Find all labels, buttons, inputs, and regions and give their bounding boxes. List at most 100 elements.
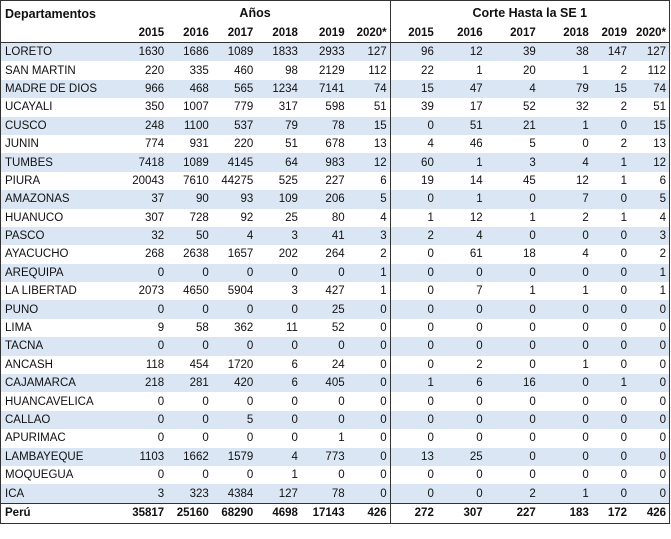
corte-cell: 2 xyxy=(620,138,628,151)
corte-cell: 19 xyxy=(421,174,434,187)
anios-cell: 25 xyxy=(285,211,298,224)
anios-cell: 218 xyxy=(144,377,165,390)
anios-cell: 2129 xyxy=(319,64,345,77)
corte-cell: 0 xyxy=(582,432,589,445)
anios-cell: 0 xyxy=(338,266,345,279)
total-cell: 272 xyxy=(390,502,437,524)
anios-cell: 317 xyxy=(278,101,298,114)
corte-cell: 147 xyxy=(607,46,628,59)
department-name: LIMA xyxy=(5,322,32,335)
corte-cell: 0 xyxy=(620,358,628,371)
corte-cell: 1 xyxy=(620,211,628,224)
anios-cell: 0 xyxy=(202,432,209,445)
anios-cell: 307 xyxy=(144,211,165,224)
table-row: AREQUIPA 0 0 0 0 0 1 0 0 0 0 0 1 xyxy=(0,263,670,283)
corte-cell: 0 xyxy=(659,377,666,390)
table-row: LAMBAYEQUE 1103 1662 1579 4 773 0 13 25 0 0 0 0 xyxy=(0,447,670,466)
anios-cell: 248 xyxy=(144,119,165,132)
corte-cell: 0 xyxy=(582,138,589,151)
anios-cell: 202 xyxy=(278,248,298,261)
anios-cell: 6 xyxy=(291,358,298,371)
anios-cell: 58 xyxy=(195,322,209,335)
anios-cell: 0 xyxy=(246,432,254,445)
corte-cell: 0 xyxy=(620,322,628,335)
anios-cell: 0 xyxy=(202,469,209,482)
department-name: CALLAO xyxy=(5,414,51,426)
anios-cell: 74 xyxy=(347,79,391,99)
total-row: Perú 35817 25160 68290 4698 17143 426 27… xyxy=(0,502,670,524)
department-name: AYACUCHO xyxy=(5,248,69,261)
table-row: CALLAO 0 0 5 0 0 0 0 0 0 0 0 0 xyxy=(0,410,670,430)
table-row: LIMA 9 58 362 11 52 0 0 0 0 0 0 0 xyxy=(1,318,670,338)
corte-cell: 0 xyxy=(427,395,434,408)
year-header: 2015 xyxy=(120,24,168,43)
corte-cell: 0 xyxy=(620,469,628,482)
anios-cell: 1100 xyxy=(184,119,209,132)
corte-cell: 0 xyxy=(620,487,628,500)
anios-cell: 0 xyxy=(157,395,165,408)
corte-cell: 0 xyxy=(620,119,628,132)
departamentos-header: Departamentos xyxy=(0,0,121,43)
corte-cell: 0 xyxy=(659,303,666,316)
anios-cell: 0 xyxy=(347,447,391,466)
department-name: JUNIN xyxy=(5,138,39,151)
corte-cell: 1 xyxy=(659,266,666,279)
anios-cell: 931 xyxy=(189,138,209,151)
anios-cell: 0 xyxy=(157,340,165,353)
corte-cell: 20 xyxy=(522,64,536,77)
year-header: 2018 xyxy=(256,24,301,43)
anios-cell: 4 xyxy=(347,208,391,227)
corte-cell: 0 xyxy=(620,303,628,316)
anios-cell: 11 xyxy=(285,322,298,335)
anios-cell: 92 xyxy=(240,211,254,224)
corte-cell: 0 xyxy=(427,469,434,482)
department-name: LORETO xyxy=(5,46,53,59)
corte-cell: 4 xyxy=(476,230,483,243)
total-cell: 426 xyxy=(630,502,670,524)
anios-cell: 0 xyxy=(338,395,345,408)
corte-cell: 0 xyxy=(582,340,589,353)
anios-cell: 1686 xyxy=(183,46,209,59)
anios-cell: 0 xyxy=(338,414,345,426)
corte-cell: 0 xyxy=(582,377,589,390)
anios-cell: 281 xyxy=(189,377,209,390)
anios-cell: 20043 xyxy=(132,174,165,187)
table-row: APURIMAC 0 0 0 0 1 0 0 0 0 0 0 0 xyxy=(1,429,670,448)
corte-cell: 0 xyxy=(620,230,628,243)
anios-cell: 15 xyxy=(347,116,391,135)
anios-cell: 24 xyxy=(331,358,345,371)
corte-cell: 5 xyxy=(659,193,666,206)
corte-cell: 13 xyxy=(653,138,666,151)
anios-cell: 5904 xyxy=(227,285,254,298)
anios-cell: 0 xyxy=(347,429,391,448)
corte-cell: 0 xyxy=(476,395,483,408)
corte-cell: 4 xyxy=(529,82,536,95)
corte-cell: 15 xyxy=(421,82,434,95)
anios-cell: 7418 xyxy=(138,156,165,169)
corte-cell: 0 xyxy=(529,414,536,426)
anios-cell: 0 xyxy=(347,465,391,485)
anios-cell: 13 xyxy=(347,134,391,154)
corte-cell: 0 xyxy=(659,487,666,500)
table-row: CUSCO 248 1100 537 79 78 15 0 51 21 1 0 15 xyxy=(0,116,670,135)
corte-cell: 0 xyxy=(582,395,589,408)
corte-cell: 0 xyxy=(620,414,628,426)
department-name: MADRE DE DIOS xyxy=(5,82,98,95)
corte-cell: 0 xyxy=(659,450,666,463)
corte-cell: 17 xyxy=(469,101,483,114)
total-label: Perú xyxy=(0,502,121,524)
department-name: TUMBES xyxy=(5,156,53,169)
department-name: UCAYALI xyxy=(5,101,53,114)
anios-cell: 0 xyxy=(246,340,254,353)
corte-cell: 6 xyxy=(659,174,666,187)
corte-cell: 0 xyxy=(529,303,536,316)
anios-cell: 41 xyxy=(331,230,345,243)
corte-cell: 0 xyxy=(620,248,628,261)
header-row-years: 2015 2016 2017 2018 2019 2020* 2015 2016… xyxy=(1,24,670,43)
anios-cell: 0 xyxy=(347,374,391,393)
anios-cell: 1662 xyxy=(183,450,209,463)
corte-cell: 0 xyxy=(476,303,483,316)
anios-cell: 1234 xyxy=(272,82,298,95)
anios-cell: 598 xyxy=(325,101,345,114)
table-row: UCAYALI 350 1007 779 317 598 51 39 17 52 32 2 51 xyxy=(1,98,670,117)
